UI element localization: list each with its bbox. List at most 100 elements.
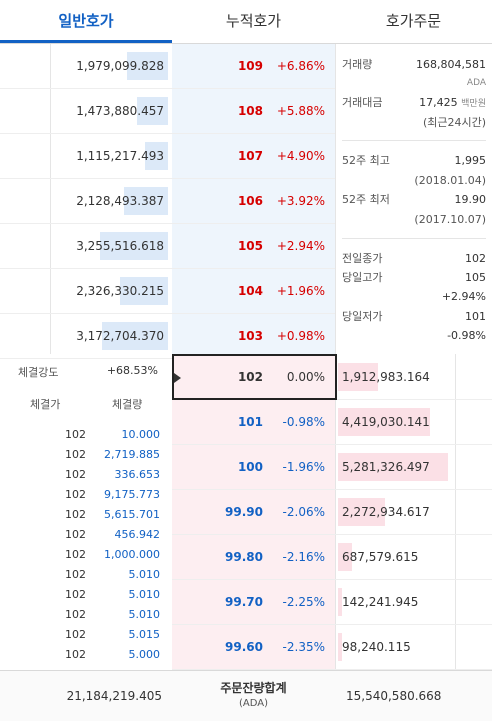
trade-price: 102 bbox=[65, 608, 86, 621]
trade-qty: 336.653 bbox=[114, 468, 161, 481]
order-total-unit: (ADA) bbox=[238, 698, 268, 709]
bid-price-cell[interactable]: 101 -0.98% bbox=[172, 400, 335, 444]
bid-price-cell[interactable]: 99.70 -2.25% bbox=[172, 580, 335, 624]
current-price-row[interactable]: 102 0.00% bbox=[172, 354, 337, 400]
prev-close-value: 102 bbox=[465, 252, 486, 265]
ask-row[interactable]: 3,255,516.618 105 +2.94% bbox=[0, 224, 335, 269]
ask-volume-bar bbox=[102, 322, 168, 350]
bid-price-cell[interactable]: 100 -1.96% bbox=[172, 445, 335, 489]
ask-volume-bar bbox=[137, 97, 168, 125]
ask-price-cell[interactable]: 105 +2.94% bbox=[172, 224, 335, 268]
ask-row[interactable]: 2,128,493.387 106 +3.92% bbox=[0, 179, 335, 224]
ask-price-cell[interactable]: 109 +6.86% bbox=[172, 44, 335, 88]
trade-strength-panel: 체결강도 +68.53% 체결가 체결량 bbox=[0, 356, 172, 418]
ask-price: 104 bbox=[237, 284, 263, 298]
ask-price-cell[interactable]: 104 +1.96% bbox=[172, 269, 335, 313]
trade-row: 102 5.015 bbox=[0, 625, 172, 645]
ask-price-cell[interactable]: 103 +0.98% bbox=[172, 314, 335, 358]
bid-qty: 4,419,030.141 bbox=[342, 415, 430, 429]
order-total-title-group: 주문잔량합계 (ADA) bbox=[172, 680, 335, 712]
ask-qty: 1,979,099.828 bbox=[76, 59, 164, 73]
day-high-row: 당일고가 105 bbox=[342, 269, 486, 287]
trade-price: 102 bbox=[65, 568, 86, 581]
trade-price: 102 bbox=[65, 428, 86, 441]
ask-rate: +6.86% bbox=[276, 59, 325, 73]
amount-value: 17,425 bbox=[419, 96, 458, 109]
trade-qty: 5.010 bbox=[128, 568, 161, 581]
ask-rate: +5.88% bbox=[276, 104, 325, 118]
bid-volume-bar bbox=[338, 498, 385, 526]
trade-qty: 1,000.000 bbox=[104, 548, 160, 561]
bid-row[interactable]: 99.60 -2.35% 98,240.115 bbox=[172, 625, 492, 670]
bid-row[interactable]: 99.70 -2.25% 142,241.945 bbox=[172, 580, 492, 625]
high52-value: 1,995 bbox=[454, 154, 487, 167]
trade-qty: 2,719.885 bbox=[104, 448, 160, 461]
ask-price-cell[interactable]: 107 +4.90% bbox=[172, 134, 335, 178]
ask-price-cell[interactable]: 106 +3.92% bbox=[172, 179, 335, 223]
ask-volume-bar bbox=[124, 187, 168, 215]
ask-qty-cell: 2,326,330.215 bbox=[50, 269, 172, 313]
amount-value-group: 17,425 백만원 bbox=[419, 94, 486, 113]
bid-volume-bar bbox=[338, 408, 430, 436]
bid-row[interactable]: 99.90 -2.06% 2,272,934.617 bbox=[172, 490, 492, 535]
trade-qty: 10.000 bbox=[121, 428, 161, 441]
low52-date: (2017.10.07) bbox=[414, 213, 486, 226]
ask-volume-bar bbox=[145, 142, 168, 170]
bid-price-cell[interactable]: 99.60 -2.35% bbox=[172, 625, 335, 669]
ask-row[interactable]: 3,172,704.370 103 +0.98% bbox=[0, 314, 335, 359]
trade-row: 102 5.010 bbox=[0, 605, 172, 625]
amount-note-row: (최근24시간) bbox=[342, 114, 486, 132]
ask-price: 107 bbox=[237, 149, 263, 163]
bid-qty-cell: 687,579.615 bbox=[336, 535, 456, 579]
ask-rate: +2.94% bbox=[276, 239, 325, 253]
bid-price: 100 bbox=[237, 460, 263, 474]
trade-price-header: 체결가 bbox=[30, 398, 61, 411]
tab-orderbook-order[interactable]: 호가주문 bbox=[385, 12, 442, 30]
bid-volume-bar bbox=[338, 588, 342, 616]
trade-price: 102 bbox=[65, 648, 86, 661]
bid-rate: -1.96% bbox=[282, 460, 325, 474]
ask-row[interactable]: 1,473,880.457 108 +5.88% bbox=[0, 89, 335, 134]
bid-row[interactable]: 100 -1.96% 5,281,326.497 bbox=[172, 445, 492, 490]
high52-row: 52주 최고 1,995 bbox=[342, 152, 486, 170]
volume-label: 거래량 bbox=[342, 58, 373, 71]
bid-price-cell[interactable]: 99.90 -2.06% bbox=[172, 490, 335, 534]
ask-row[interactable]: 1,979,099.828 109 +6.86% bbox=[0, 44, 335, 89]
trade-price: 102 bbox=[65, 548, 86, 561]
trade-qty: 5,615.701 bbox=[104, 508, 160, 521]
ask-price-cell[interactable]: 108 +5.88% bbox=[172, 89, 335, 133]
ask-row[interactable]: 2,326,330.215 104 +1.96% bbox=[0, 269, 335, 314]
bid-price: 101 bbox=[237, 415, 263, 429]
trade-price: 102 bbox=[65, 508, 86, 521]
day-low-value: 101 bbox=[465, 310, 486, 323]
ask-price: 103 bbox=[237, 329, 263, 343]
bid-qty: 142,241.945 bbox=[342, 595, 419, 609]
ask-qty: 3,255,516.618 bbox=[76, 239, 164, 253]
volume-unit: ADA bbox=[466, 78, 486, 88]
bid-qty-cell: 4,419,030.141 bbox=[336, 400, 456, 444]
bid-qty-cell: 1,912,983.164 bbox=[336, 355, 456, 399]
tab-cumulative-orderbook[interactable]: 누적호가 bbox=[225, 12, 282, 30]
volume-row: 거래량 168,804,581 bbox=[342, 56, 486, 74]
bid-price: 99.90 bbox=[225, 505, 263, 519]
ask-qty-cell: 3,172,704.370 bbox=[50, 314, 172, 358]
trade-qty: 5.010 bbox=[128, 588, 161, 601]
bid-volume-bar bbox=[338, 453, 448, 481]
ask-price: 105 bbox=[237, 239, 263, 253]
divider bbox=[455, 354, 456, 670]
trade-row: 102 456.942 bbox=[0, 525, 172, 545]
day-low-label: 당일저가 bbox=[342, 310, 383, 323]
prev-close-row: 전일종가 102 bbox=[342, 250, 486, 268]
amount-unit: 백만원 bbox=[461, 99, 486, 109]
trade-price: 102 bbox=[65, 628, 86, 641]
tab-general-orderbook[interactable]: 일반호가 bbox=[0, 0, 172, 43]
ask-qty-cell: 1,979,099.828 bbox=[50, 44, 172, 88]
trade-row: 102 9,175.773 bbox=[0, 485, 172, 505]
bid-price-cell[interactable]: 99.80 -2.16% bbox=[172, 535, 335, 579]
bid-row[interactable]: 99.80 -2.16% 687,579.615 bbox=[172, 535, 492, 580]
ask-row[interactable]: 1,115,217.493 107 +4.90% bbox=[0, 134, 335, 179]
bid-rate: -2.16% bbox=[282, 550, 325, 564]
current-price-arrow-icon bbox=[174, 373, 181, 383]
ask-price: 108 bbox=[237, 104, 263, 118]
bid-row[interactable]: 101 -0.98% 4,419,030.141 bbox=[172, 400, 492, 445]
